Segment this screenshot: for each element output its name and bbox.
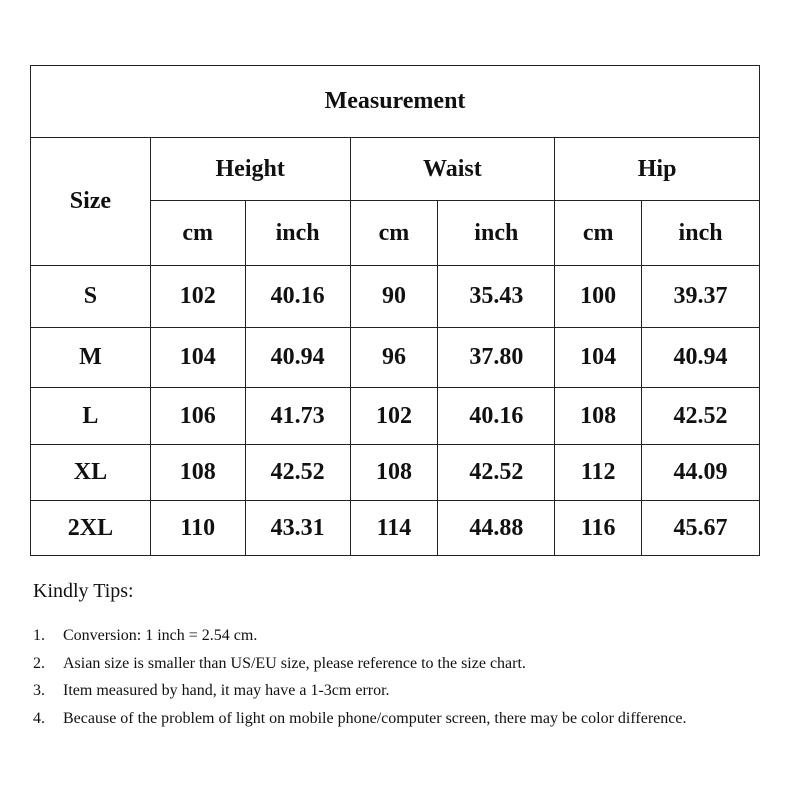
group-header-waist: Waist [349, 137, 556, 201]
size-cell: XL [30, 444, 151, 501]
measurement-cell: 42.52 [437, 444, 556, 501]
group-header-hip: Hip [554, 137, 760, 201]
tip-number: 1. [33, 627, 45, 644]
table-row: 2XL 110 43.31 114 44.88 116 45.67 [30, 500, 760, 556]
tip-item: 3. Item measured by hand, it may have a 1… [33, 677, 753, 705]
measurement-cell: 90 [349, 265, 439, 328]
group-header-height: Height [149, 137, 351, 201]
tip-item: 4. Because of the problem of light on mob… [33, 705, 753, 733]
measurement-cell: 40.16 [244, 265, 351, 328]
measurement-cell: 106 [149, 387, 246, 445]
measurement-cell: 45.67 [641, 500, 760, 556]
measurement-cell: 108 [149, 444, 246, 501]
tip-number: 4. [33, 709, 45, 727]
measurement-cell: 39.37 [641, 265, 760, 328]
size-cell: L [30, 387, 151, 445]
measurement-cell: 96 [349, 327, 439, 388]
measurement-cell: 44.88 [437, 500, 556, 556]
measurement-cell: 108 [349, 444, 439, 501]
table-row: XL 108 42.52 108 42.52 112 44.09 [30, 444, 760, 501]
measurement-cell: 35.43 [437, 265, 556, 328]
tip-text: Conversion: 1 inch = 2.54 cm. [63, 627, 258, 644]
measurement-cell: 40.16 [437, 387, 556, 445]
tip-item: 1. Conversion: 1 inch = 2.54 cm. [33, 622, 753, 650]
measurement-cell: 108 [554, 387, 643, 445]
tip-text: Item measured by hand, it may have a 1-3… [63, 682, 390, 699]
unit-header: cm [554, 200, 643, 266]
measurement-cell: 102 [349, 387, 439, 445]
measurement-cell: 114 [349, 500, 439, 556]
measurement-cell: 40.94 [244, 327, 351, 388]
size-header: Size [30, 137, 151, 266]
tip-text: Because of the problem of light on mobil… [63, 709, 687, 727]
table-title: Measurement [30, 65, 760, 138]
measurement-cell: 102 [149, 265, 246, 328]
tip-item: 2. Asian size is smaller than US/EU size,… [33, 650, 753, 678]
table-row: L 106 41.73 102 40.16 108 42.52 [30, 387, 760, 445]
measurement-cell: 44.09 [641, 444, 760, 501]
measurement-cell: 104 [554, 327, 643, 388]
measurement-cell: 42.52 [244, 444, 351, 501]
size-cell: M [30, 327, 151, 388]
measurement-cell: 43.31 [244, 500, 351, 556]
tip-number: 3. [33, 682, 45, 699]
measurement-cell: 41.73 [244, 387, 351, 445]
unit-header: inch [244, 200, 351, 266]
size-chart-table: Measurement Size Height Waist Hip cm inch… [30, 65, 760, 556]
measurement-cell: 100 [554, 265, 643, 328]
measurement-cell: 116 [554, 500, 643, 556]
tips-heading: Kindly Tips: [33, 580, 134, 602]
unit-header: inch [641, 200, 760, 266]
measurement-cell: 40.94 [641, 327, 760, 388]
tip-text: Asian size is smaller than US/EU size, p… [63, 654, 526, 672]
unit-header: cm [349, 200, 439, 266]
tip-number: 2. [33, 654, 45, 672]
measurement-cell: 112 [554, 444, 643, 501]
measurement-cell: 104 [149, 327, 246, 388]
table-row: M 104 40.94 96 37.80 104 40.94 [30, 327, 760, 388]
size-cell: S [30, 265, 151, 328]
table-row: S 102 40.16 90 35.43 100 39.37 [30, 265, 760, 328]
measurement-cell: 37.80 [437, 327, 556, 388]
unit-header: inch [437, 200, 556, 266]
tips-list: 1. Conversion: 1 inch = 2.54 cm. 2. Asian s… [33, 622, 753, 732]
size-cell: 2XL [30, 500, 151, 556]
measurement-cell: 110 [149, 500, 246, 556]
measurement-cell: 42.52 [641, 387, 760, 445]
unit-header: cm [149, 200, 246, 266]
